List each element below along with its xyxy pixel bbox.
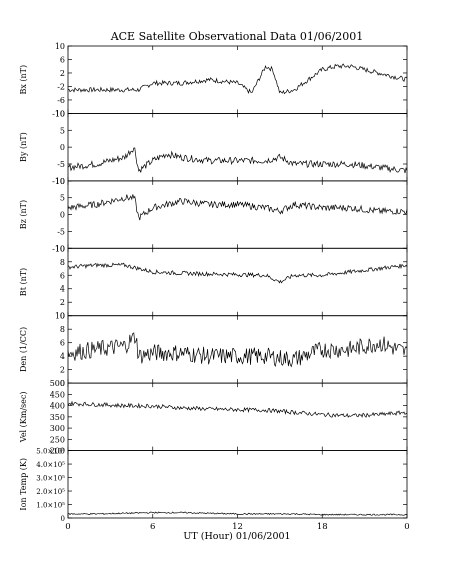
series-trace-3	[67, 262, 408, 284]
x-axis-label: UT (Hour) 01/06/2001	[183, 531, 290, 542]
ytick-label-4-0: 0	[60, 379, 65, 388]
series-trace-5	[67, 400, 408, 418]
series-trace-2	[67, 194, 408, 221]
ytick-label-0-1: -6	[57, 96, 65, 105]
ylabel-6: Ion Temp (K)	[19, 458, 28, 511]
ytick-label-5-0: 200	[50, 447, 65, 456]
xtick-label-3: 18	[317, 522, 328, 532]
ytick-label-2-3: 5	[60, 194, 65, 203]
ytick-label-3-4: 8	[60, 258, 65, 267]
panel-frame-3	[67, 247, 408, 317]
series-trace-4	[67, 332, 408, 368]
ytick-label-1-0: -10	[52, 177, 65, 186]
ytick-label-4-5: 10	[55, 312, 65, 321]
ytick-label-6-2: 2.0×10⁵	[36, 488, 65, 496]
ytick-label-5-2: 300	[50, 424, 65, 433]
xtick-label-4: 0	[404, 522, 409, 532]
ytick-label-5-1: 250	[50, 435, 65, 444]
ytick-label-5-3: 350	[50, 413, 65, 422]
ytick-label-0-0: -10	[52, 109, 65, 118]
ytick-label-3-2: 4	[60, 285, 65, 294]
ytick-label-5-4: 400	[50, 402, 65, 411]
panel-frame-6	[67, 450, 408, 519]
panel-frame-0	[67, 45, 408, 114]
ytick-label-1-3: 5	[60, 126, 65, 135]
panels-group: -10 -6 -2 2 6 10 Bx (nT) -10 -5 0 5 10 By (nT) -10 -5 0…	[19, 42, 410, 532]
ytick-label-5-5: 450	[50, 390, 65, 399]
ylabel-4: Den (1/CC)	[19, 327, 28, 372]
ytick-label-6-1: 1.0×10⁵	[36, 502, 65, 510]
ytick-label-4-3: 6	[60, 339, 65, 348]
ytick-label-6-5: 5.0×10⁵	[36, 448, 65, 456]
ytick-label-2-4: 10	[55, 177, 65, 186]
ytick-label-3-5: 10	[55, 244, 65, 253]
ytick-label-6-4: 4.0×10⁵	[36, 461, 65, 469]
ylabel-1: By (nT)	[19, 132, 28, 162]
ytick-label-1-2: 0	[60, 143, 65, 152]
panel-frame-2	[67, 180, 408, 249]
xtick-label-1: 6	[150, 522, 155, 532]
ytick-label-0-4: 6	[60, 55, 65, 64]
ytick-label-4-1: 2	[60, 366, 65, 375]
panel-frame-1	[67, 113, 408, 182]
figure-title: ACE Satellite Observational Data 01/06/2…	[110, 30, 364, 43]
ytick-label-0-5: 10	[55, 42, 65, 51]
ytick-label-1-4: 10	[55, 109, 65, 118]
series-trace-6	[67, 511, 408, 516]
ytick-label-0-3: 2	[60, 69, 65, 78]
ytick-label-4-2: 4	[60, 352, 65, 361]
ylabel-0: Bx (nT)	[19, 65, 28, 95]
series-trace-1	[67, 147, 408, 174]
panel-frame-5	[67, 382, 408, 451]
ytick-label-2-0: -10	[52, 244, 65, 253]
xtick-label-2: 12	[232, 522, 243, 532]
ytick-label-3-3: 6	[60, 271, 65, 280]
ytick-label-5-6: 500	[50, 379, 65, 388]
ytick-label-2-2: 0	[60, 211, 65, 220]
ytick-label-1-1: -5	[57, 160, 65, 169]
ytick-label-4-4: 8	[60, 325, 65, 334]
ytick-label-3-1: 2	[60, 298, 65, 307]
xtick-label-0: 0	[65, 522, 70, 532]
ytick-label-0-2: -2	[57, 82, 65, 91]
ylabel-5: Vel (Km/sec)	[19, 392, 28, 444]
ylabel-2: Bz (nT)	[19, 200, 28, 229]
series-trace-0	[67, 63, 408, 95]
ytick-label-3-0: 0	[60, 312, 65, 321]
ytick-label-6-3: 3.0×10⁵	[36, 475, 65, 483]
ytick-label-2-1: -5	[57, 227, 65, 236]
ytick-label-6-0: 0	[61, 515, 65, 523]
ylabel-3: Bt (nT)	[19, 268, 28, 296]
